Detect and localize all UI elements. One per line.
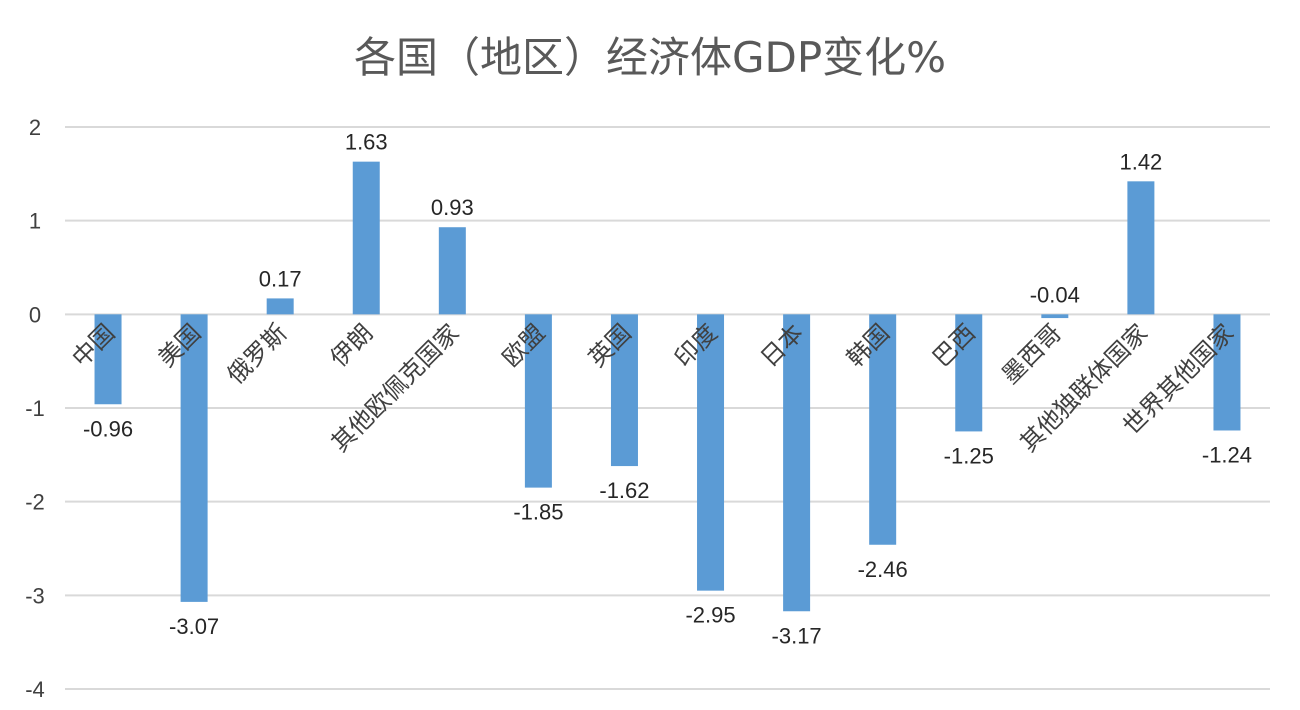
bar — [352, 161, 380, 315]
data-label: -3.17 — [772, 623, 822, 648]
data-label: -0.96 — [83, 416, 133, 441]
y-tick-label: 2 — [29, 115, 41, 140]
bar — [955, 314, 983, 432]
bar — [1041, 314, 1069, 319]
data-label: 0.93 — [431, 195, 474, 220]
category-label: 俄罗斯 — [222, 319, 293, 390]
category-label: 伊朗 — [325, 319, 379, 373]
bar — [610, 314, 638, 467]
bar — [438, 227, 466, 315]
data-label: -3.07 — [169, 614, 219, 639]
data-label: 1.63 — [345, 130, 388, 155]
y-tick-label: 0 — [29, 302, 41, 327]
y-tick-label: -4 — [25, 677, 45, 702]
bar — [94, 314, 122, 405]
data-label: -1.85 — [513, 500, 563, 525]
data-label: -1.25 — [944, 443, 994, 468]
bar — [524, 314, 552, 488]
bar — [266, 298, 294, 315]
data-label: 1.42 — [1119, 149, 1162, 174]
y-tick-label: -1 — [25, 396, 45, 421]
gridlines — [65, 126, 1270, 690]
y-tick-label: -3 — [25, 583, 45, 608]
data-labels: -0.96 -3.07 0.17 1.63 0.93 -1.85 -1.62 -2.95 -3.… — [83, 130, 1252, 649]
category-label: 墨西哥 — [996, 319, 1067, 390]
bar — [869, 314, 897, 545]
data-label: 0.17 — [259, 266, 302, 291]
data-label: -2.46 — [858, 557, 908, 582]
bar — [1127, 181, 1155, 315]
bar — [697, 314, 725, 591]
data-label: -1.24 — [1202, 442, 1252, 467]
data-label: -2.95 — [685, 603, 735, 628]
data-label: -1.62 — [599, 478, 649, 503]
y-tick-label: 1 — [29, 209, 41, 234]
chart-title: 各国（地区）经济体GDP变化% — [354, 33, 946, 82]
bars — [94, 161, 1241, 612]
bar — [180, 314, 208, 602]
y-tick-label: -2 — [25, 490, 45, 515]
bar — [1213, 314, 1241, 431]
bar — [783, 314, 811, 612]
data-label: -0.04 — [1030, 282, 1080, 307]
y-axis-ticks: 2 1 0 -1 -2 -3 -4 — [25, 115, 45, 702]
